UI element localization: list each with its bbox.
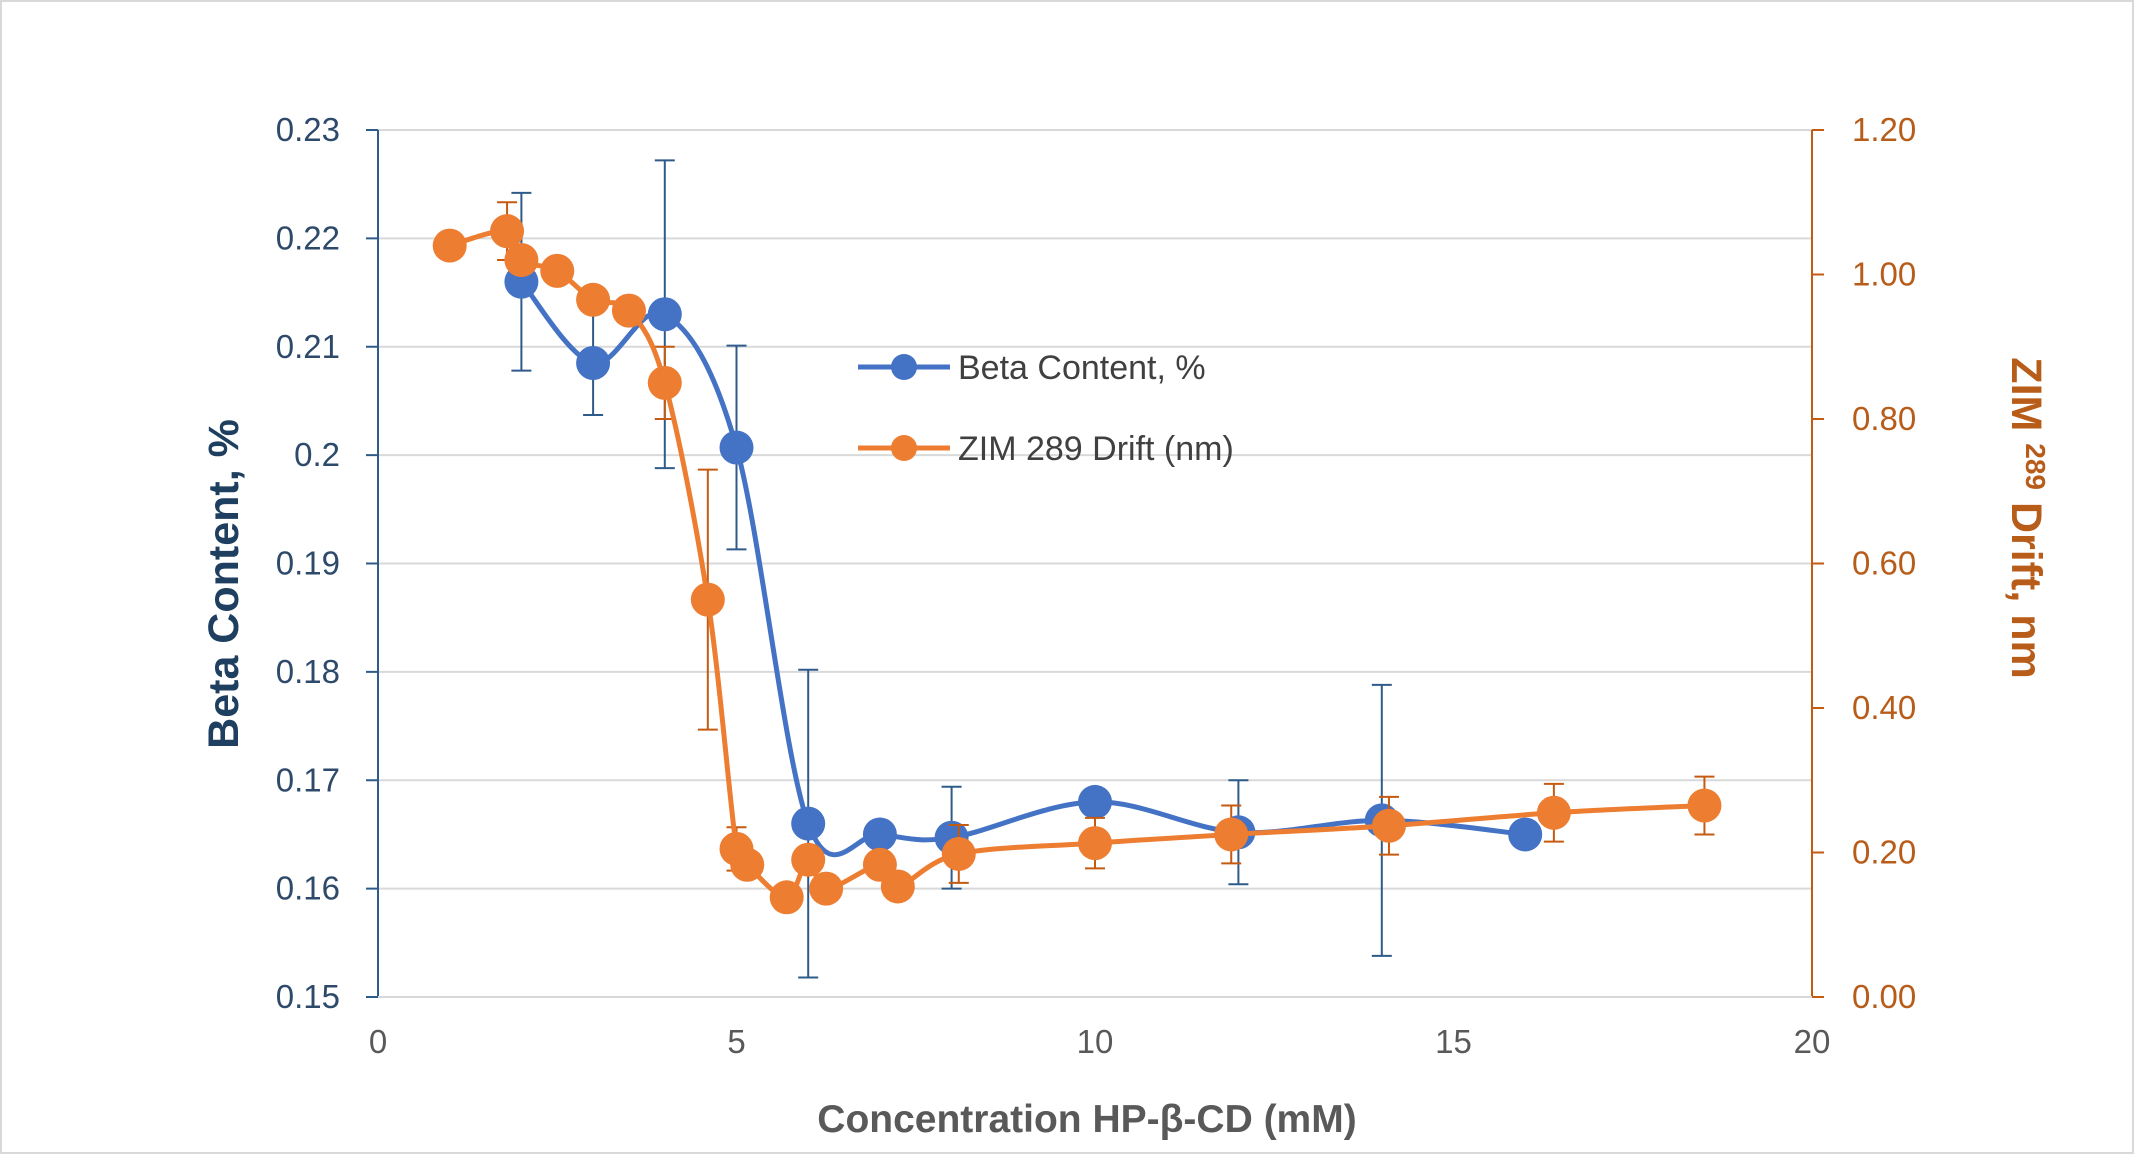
y-left-tick-label: 0.22: [276, 219, 340, 256]
x-tick-label: 10: [1077, 1023, 1114, 1060]
y-right-tick-label: 0.60: [1852, 545, 1916, 582]
x-tick-label: 15: [1435, 1023, 1472, 1060]
y-right-tick-label: 1.20: [1852, 111, 1916, 148]
data-point: [791, 806, 826, 841]
x-tick-label: 5: [727, 1023, 745, 1060]
legend-label: ZIM 289 Drift (nm): [958, 430, 1234, 468]
legend-label: Beta Content, %: [958, 349, 1206, 387]
y-right-title-prefix: ZIM: [2002, 357, 2050, 443]
x-axis-title: Concentration HP-β-CD (mM): [817, 1098, 1356, 1141]
y-left-tick-label: 0.16: [276, 870, 340, 907]
legend-marker: [891, 435, 917, 461]
y-right-axis-title: ZIM 289 Drift, nm: [2002, 357, 2051, 678]
data-point: [576, 346, 611, 381]
axes: [366, 129, 1824, 998]
data-point: [941, 836, 976, 871]
series-layer: [432, 159, 1722, 979]
y-right-tick-label: 0.80: [1852, 400, 1916, 437]
data-point: [1078, 826, 1112, 861]
data-point: [730, 847, 765, 882]
data-point: [540, 253, 575, 288]
data-point: [1078, 784, 1112, 819]
data-point: [490, 214, 525, 249]
y-left-tick-label: 0.19: [276, 545, 340, 582]
legend: Beta Content, % ZIM 289 Drift (nm): [858, 349, 1234, 468]
data-point: [791, 842, 826, 877]
data-point: [611, 293, 646, 328]
legend-marker: [891, 354, 917, 380]
y-left-tick-label: 0.2: [294, 436, 340, 473]
data-point: [1687, 788, 1722, 823]
data-point: [647, 365, 682, 400]
data-point: [769, 880, 804, 915]
data-point: [647, 297, 682, 332]
data-point: [1508, 817, 1543, 852]
data-point: [1371, 808, 1406, 843]
x-tick-label: 20: [1794, 1023, 1831, 1060]
y-left-tick-label: 0.18: [276, 653, 340, 690]
y-left-tick-label: 0.21: [276, 328, 340, 365]
data-point: [576, 282, 611, 317]
data-point: [862, 817, 897, 852]
data-point: [432, 228, 467, 263]
gridlines: [378, 129, 1812, 890]
x-tick-label: 0: [369, 1023, 387, 1060]
data-point: [880, 869, 915, 904]
y-right-title-suffix: Drift, nm: [2002, 490, 2050, 679]
data-point: [690, 582, 725, 617]
y-left-axis-title: Beta Content, %: [200, 419, 248, 749]
data-point: [719, 430, 754, 465]
y-left-tick-label: 0.23: [276, 111, 340, 148]
data-point: [504, 243, 539, 278]
y-right-tick-label: 0.20: [1852, 834, 1916, 871]
y-right-tick-label: 0.40: [1852, 689, 1916, 726]
y-right-tick-label: 1.00: [1852, 256, 1916, 293]
y-right-tick-label: 0.00: [1852, 978, 1916, 1015]
tick-labels: 0.15 0.16 0.17 0.18 0.19 0.2 0.21 0.22 0.23 0.00 0…: [276, 111, 1916, 1060]
data-point: [809, 871, 844, 906]
data-point: [1536, 795, 1571, 830]
data-point: [1214, 817, 1249, 852]
y-left-tick-label: 0.15: [276, 978, 340, 1015]
y-right-title-superscript: 289: [2020, 443, 2051, 490]
y-left-tick-label: 0.17: [276, 761, 340, 798]
